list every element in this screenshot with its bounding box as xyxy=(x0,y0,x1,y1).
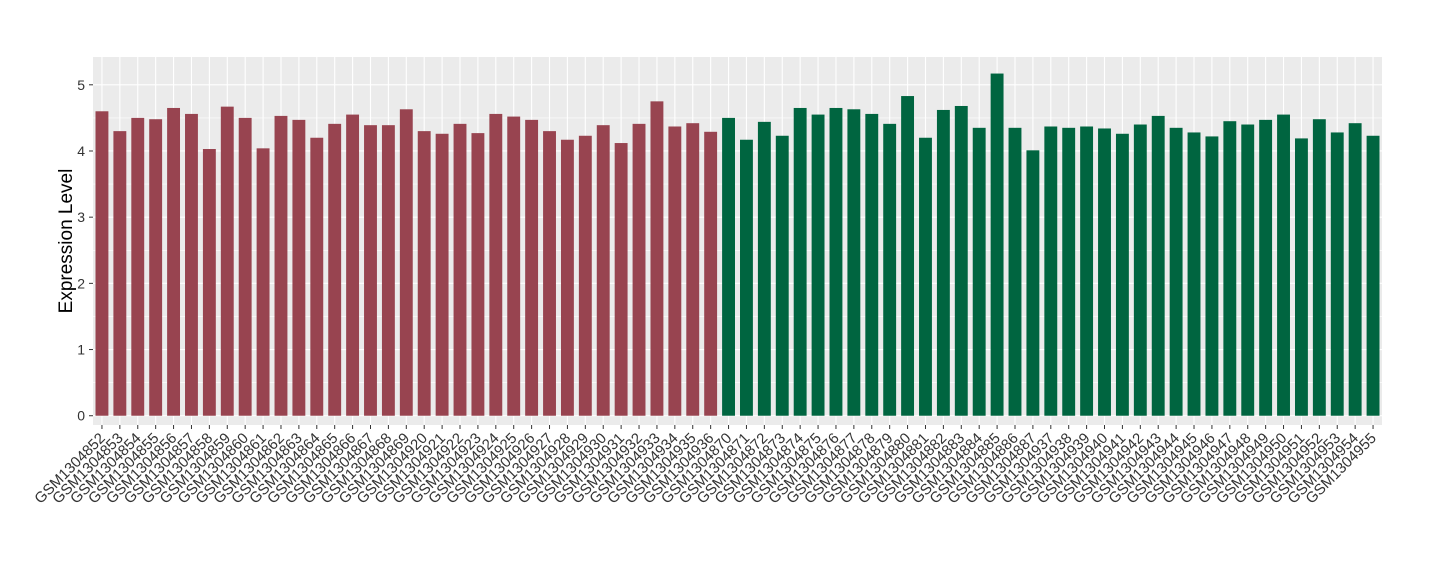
bar xyxy=(722,117,735,416)
y-tick-label: 1 xyxy=(77,342,85,358)
bar xyxy=(1151,115,1165,416)
bar xyxy=(1026,150,1040,416)
bar xyxy=(740,139,753,416)
bar xyxy=(202,149,216,416)
bar xyxy=(865,113,879,416)
y-tick-label: 4 xyxy=(77,143,85,159)
bar xyxy=(1098,128,1111,416)
bar xyxy=(829,107,843,416)
bar xyxy=(435,133,449,416)
bar xyxy=(310,137,324,416)
y-tick-label: 3 xyxy=(77,209,85,225)
bar xyxy=(972,127,986,416)
bar xyxy=(453,123,467,416)
bar xyxy=(883,123,897,416)
bar xyxy=(811,114,825,416)
bar xyxy=(113,131,127,416)
bar xyxy=(1169,127,1183,416)
bar xyxy=(543,131,556,416)
bar xyxy=(149,119,163,416)
bar xyxy=(1366,135,1380,416)
bar xyxy=(757,121,771,416)
y-tick-label: 0 xyxy=(77,408,85,424)
bar xyxy=(346,114,360,416)
bar xyxy=(1080,126,1094,416)
bar xyxy=(399,109,413,416)
bar xyxy=(1312,119,1326,416)
bar xyxy=(614,143,628,416)
bar xyxy=(364,125,377,416)
bar xyxy=(489,113,503,416)
bar xyxy=(238,117,252,416)
y-tick-label: 2 xyxy=(77,275,85,291)
bar xyxy=(1259,119,1273,416)
bar xyxy=(328,123,342,416)
bar xyxy=(274,115,288,416)
bar xyxy=(578,135,592,416)
y-axis-title: Expression Level xyxy=(56,169,77,314)
bar xyxy=(847,109,861,416)
bar xyxy=(1115,133,1129,416)
bar xyxy=(471,133,485,416)
bar xyxy=(1348,123,1362,416)
bar xyxy=(131,117,145,416)
bar xyxy=(1133,124,1147,416)
bar xyxy=(990,73,1004,416)
bar xyxy=(220,106,234,416)
bar xyxy=(1187,132,1201,416)
bar xyxy=(901,96,915,416)
bar xyxy=(919,137,932,416)
bar xyxy=(1294,138,1308,416)
bar xyxy=(1330,132,1344,416)
panel xyxy=(93,57,1382,425)
bar xyxy=(632,123,646,416)
bar xyxy=(1223,121,1237,416)
bar xyxy=(1008,127,1022,416)
bar xyxy=(560,139,574,416)
bar xyxy=(1205,136,1219,416)
bar xyxy=(525,119,539,416)
bar xyxy=(686,123,700,416)
bar xyxy=(1241,124,1255,416)
bar xyxy=(1277,114,1290,416)
bar xyxy=(507,116,521,416)
bar xyxy=(668,126,682,416)
bar xyxy=(936,109,950,416)
bar xyxy=(793,107,807,416)
bar xyxy=(256,148,270,416)
bar xyxy=(775,135,789,416)
bar xyxy=(167,107,181,416)
bar xyxy=(95,111,109,416)
y-tick-label: 5 xyxy=(77,77,85,93)
bar xyxy=(704,131,718,416)
bar xyxy=(954,105,968,416)
bar xyxy=(650,101,664,416)
bar xyxy=(1044,126,1058,416)
bar xyxy=(417,131,431,416)
bar xyxy=(1062,127,1076,416)
bar xyxy=(596,125,610,416)
bar xyxy=(381,125,395,416)
bar xyxy=(292,119,306,416)
bar xyxy=(185,113,198,416)
